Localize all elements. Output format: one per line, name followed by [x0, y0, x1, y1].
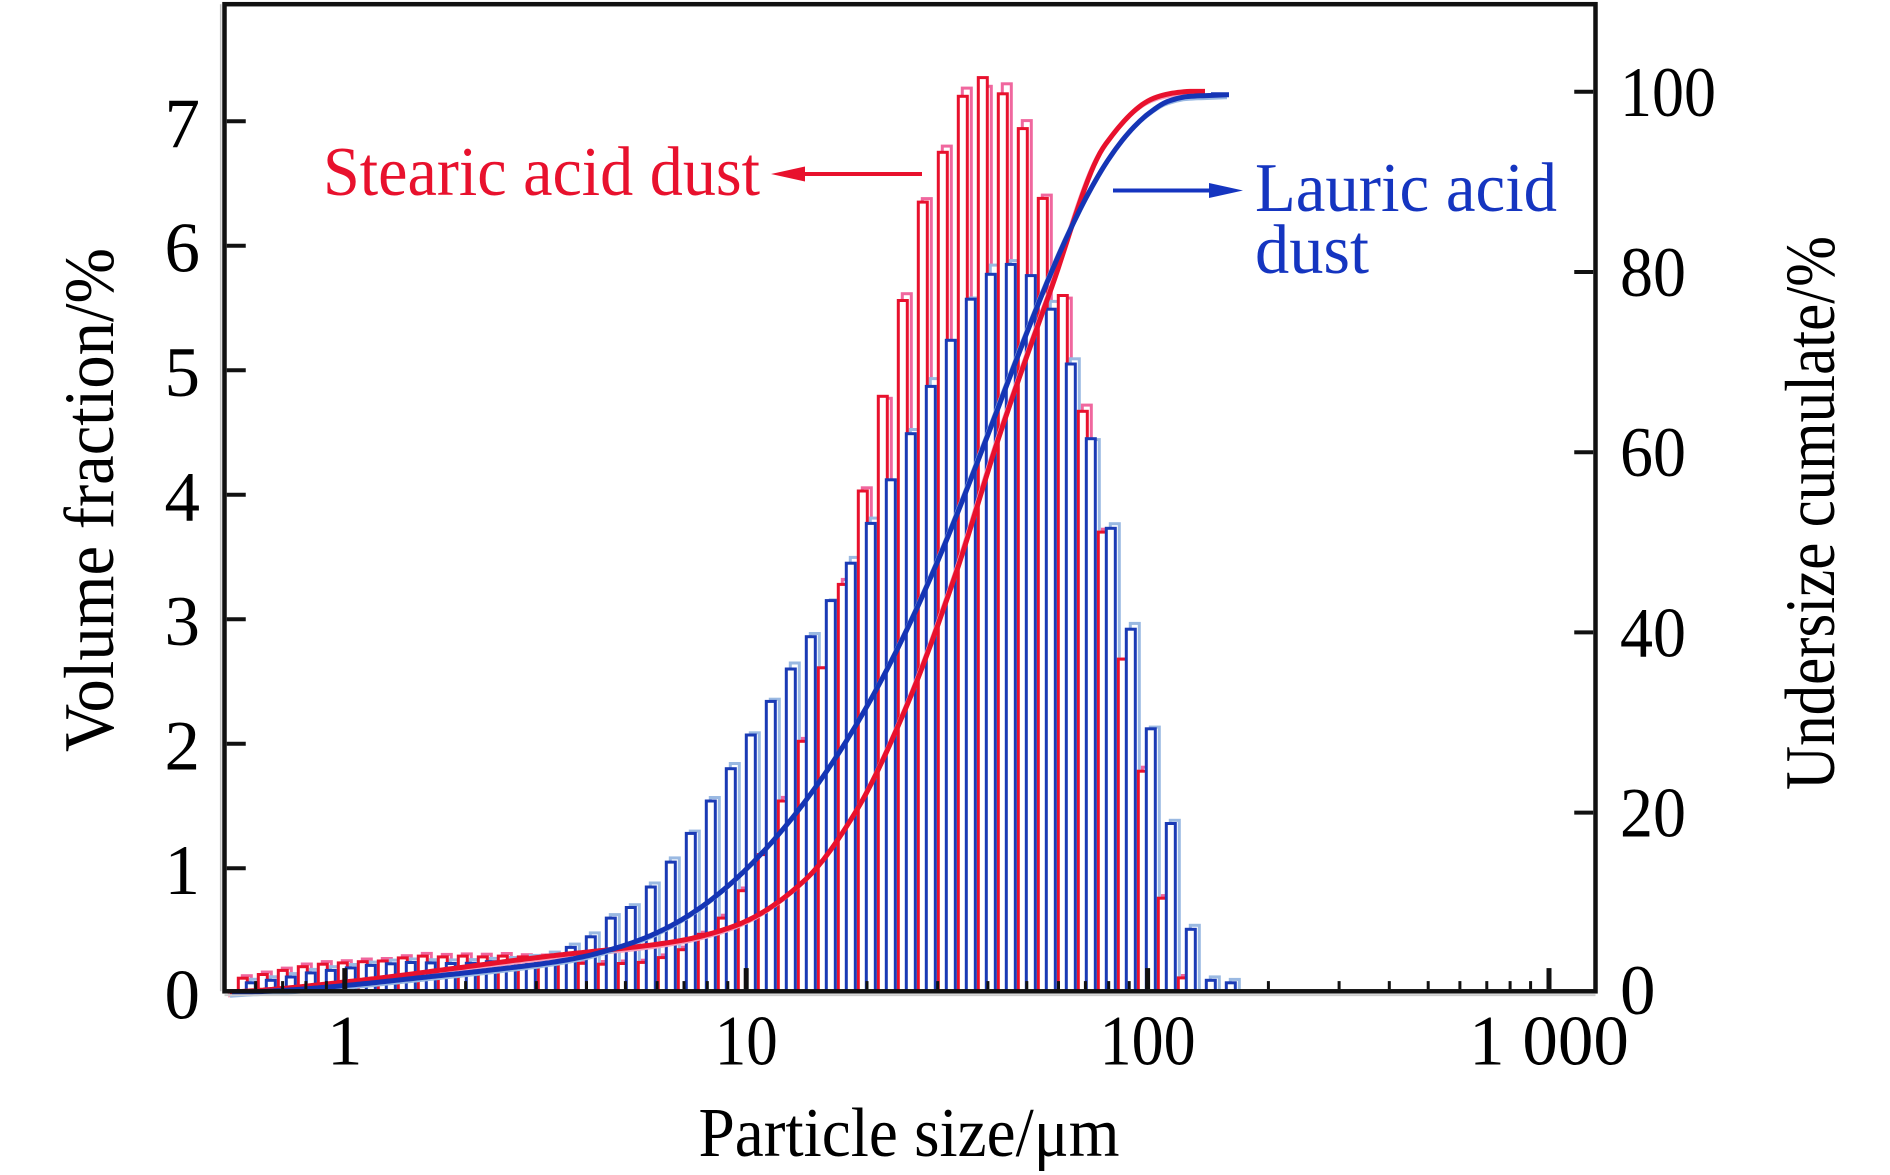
- svg-text:100: 100: [1620, 54, 1716, 132]
- svg-text:Lauric acid: Lauric acid: [1255, 150, 1557, 227]
- svg-text:2: 2: [165, 708, 201, 786]
- svg-text:80: 80: [1620, 234, 1686, 312]
- svg-text:Particle size/μm: Particle size/μm: [699, 1095, 1120, 1172]
- svg-text:3: 3: [165, 583, 201, 661]
- svg-text:10: 10: [715, 1003, 778, 1081]
- svg-text:6: 6: [165, 210, 201, 288]
- svg-text:1: 1: [165, 832, 201, 910]
- svg-text:dust: dust: [1255, 212, 1370, 289]
- svg-text:7: 7: [165, 85, 201, 163]
- svg-text:40: 40: [1620, 594, 1686, 672]
- svg-text:60: 60: [1620, 414, 1686, 492]
- svg-text:0: 0: [1620, 952, 1656, 1030]
- svg-text:0: 0: [165, 957, 201, 1035]
- svg-text:Volume fraction/%: Volume fraction/%: [51, 248, 129, 752]
- svg-text:1: 1: [327, 1003, 363, 1081]
- svg-text:20: 20: [1620, 775, 1686, 853]
- svg-text:4: 4: [165, 459, 201, 537]
- svg-text:1 000: 1 000: [1469, 1003, 1629, 1081]
- svg-text:Undersize cumulate/%: Undersize cumulate/%: [1772, 236, 1850, 790]
- svg-text:100: 100: [1100, 1003, 1196, 1081]
- svg-text:5: 5: [165, 334, 201, 412]
- svg-text:Stearic acid dust: Stearic acid dust: [323, 134, 761, 211]
